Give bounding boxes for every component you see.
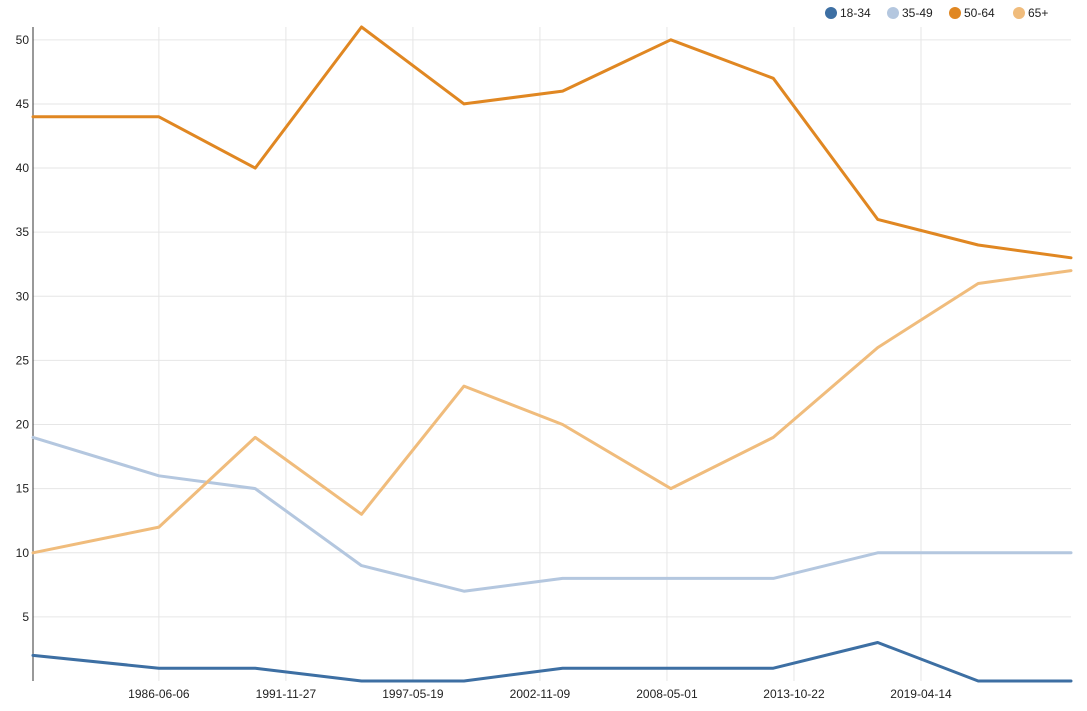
x-tick-label: 1986-06-06 [128,687,190,701]
x-gridlines [158,27,922,681]
legend-item-35-49[interactable]: 35-49 [887,6,933,20]
y-tick-label: 40 [16,161,30,175]
series-line-35-49 [31,435,1073,593]
y-tick-label: 35 [16,225,30,239]
x-tick-label: 2013-10-22 [763,687,825,701]
y-tick-label: 5 [22,610,29,624]
y-tick-label: 25 [16,353,30,367]
legend-item-65-plus[interactable]: 65+ [1013,6,1048,20]
legend-label: 18-34 [840,6,871,20]
x-tick-label: 2019-04-14 [890,687,952,701]
legend-swatch [949,7,961,19]
series-lines [31,25,1073,683]
y-tick-label: 15 [16,482,30,496]
legend-item-50-64[interactable]: 50-64 [949,6,995,20]
y-tick-label: 30 [16,289,30,303]
x-tick-label: 2008-05-01 [636,687,698,701]
series-line-65-plus [31,269,1073,555]
x-tick-label: 1997-05-19 [382,687,444,701]
series-line-18-34 [31,641,1073,683]
legend[interactable]: 18-34 35-49 50-64 65+ [825,6,1048,20]
legend-label: 65+ [1028,6,1048,20]
y-tick-label: 50 [16,33,30,47]
y-tick-label: 20 [16,418,30,432]
y-tick-label: 45 [16,97,30,111]
x-tick-label: 2002-11-09 [510,687,571,701]
x-tick-labels: 1986-06-06 1991-11-27 1997-05-19 2002-11-09… [128,687,952,701]
y-tick-label: 10 [16,546,30,560]
legend-label: 35-49 [902,6,933,20]
y-tick-labels: 5 10 15 20 25 30 35 40 45 50 [16,33,30,624]
legend-swatch [1013,7,1025,19]
legend-swatch [887,7,899,19]
x-tick-label: 1991-11-27 [256,687,317,701]
legend-label: 50-64 [964,6,995,20]
legend-item-18-34[interactable]: 18-34 [825,6,871,20]
series-line-50-64 [31,25,1073,260]
y-gridlines [33,39,1071,618]
legend-swatch [825,7,837,19]
